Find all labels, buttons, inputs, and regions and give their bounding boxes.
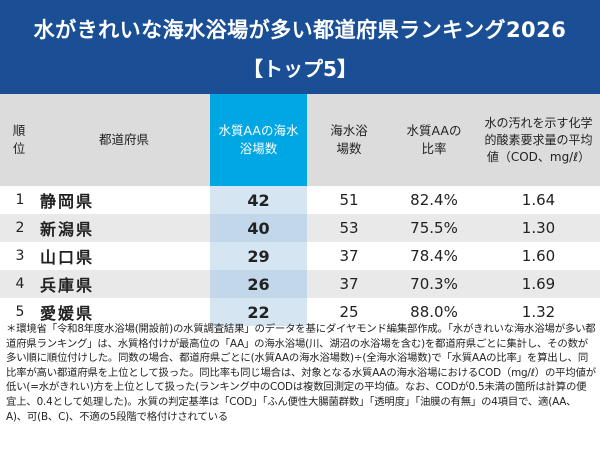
table-header: 順位 都道府県 水質AAの海水浴場数 海水浴場数 水質AAの比率 水の汚れを示す… bbox=[0, 94, 600, 186]
row-aa-count: 26 bbox=[247, 274, 270, 294]
row-rank: 4 bbox=[15, 276, 25, 292]
row-prefecture: 静岡県 bbox=[40, 192, 95, 211]
row-beach-count: 25 bbox=[339, 303, 359, 321]
row-cod: 1.69 bbox=[521, 275, 556, 293]
row-aa-ratio: 78.4% bbox=[410, 247, 458, 265]
row-cod: 1.60 bbox=[521, 247, 556, 265]
row-cod: 1.32 bbox=[521, 303, 556, 321]
row-rank: 5 bbox=[15, 304, 25, 320]
highlight-cell-bg bbox=[210, 214, 307, 242]
row-prefecture: 愛媛県 bbox=[40, 304, 95, 323]
page-header: 水がきれいな海水浴場が多い都道府県ランキング2026 【トップ5】 bbox=[0, 0, 600, 94]
header-aa-count: 水質AAの海水浴場数 bbox=[210, 94, 307, 186]
row-beach-count: 53 bbox=[339, 219, 359, 237]
page-title: 水がきれいな海水浴場が多い都道府県ランキング2026 bbox=[33, 18, 567, 42]
table-body: 1 静岡県 42 51 82.4% 1.64 2 新潟県 40 53 75.5%… bbox=[0, 186, 600, 326]
row-aa-ratio: 82.4% bbox=[410, 191, 458, 209]
page-subtitle: 【トップ5】 bbox=[243, 57, 357, 81]
row-prefecture: 兵庫県 bbox=[40, 276, 95, 295]
ranking-table: 順位 都道府県 水質AAの海水浴場数 海水浴場数 水質AAの比率 水の汚れを示す… bbox=[0, 94, 600, 326]
highlight-cell-bg bbox=[210, 298, 307, 326]
row-rank: 3 bbox=[15, 248, 25, 264]
highlight-cell-bg bbox=[210, 270, 307, 298]
header-beach-count: 海水浴場数 bbox=[330, 123, 368, 156]
table-row: 5 愛媛県 22 25 88.0% 1.32 bbox=[0, 298, 600, 326]
row-aa-ratio: 88.0% bbox=[410, 303, 458, 321]
highlight-cell-bg bbox=[210, 242, 307, 270]
row-aa-ratio: 70.3% bbox=[410, 275, 458, 293]
table-row: 1 静岡県 42 51 82.4% 1.64 bbox=[0, 186, 600, 214]
row-aa-count: 22 bbox=[247, 302, 270, 322]
header-prefecture: 都道府県 bbox=[98, 132, 149, 147]
table-row: 4 兵庫県 26 37 70.3% 1.69 bbox=[0, 270, 600, 298]
row-prefecture: 新潟県 bbox=[40, 220, 95, 239]
table-row: 3 山口県 29 37 78.4% 1.60 bbox=[0, 242, 600, 270]
row-rank: 1 bbox=[15, 192, 25, 208]
row-beach-count: 51 bbox=[339, 191, 359, 209]
row-beach-count: 37 bbox=[339, 247, 359, 265]
header-cod: 水の汚れを示す化学的酸素要求量の平均値（COD、mg/ℓ） bbox=[484, 115, 593, 164]
footnote: ＊環境省「令和8年度水浴場(開設前)の水質調査結果」のデータを基にダイヤモンド編… bbox=[6, 323, 596, 423]
row-cod: 1.64 bbox=[521, 191, 556, 209]
row-cod: 1.30 bbox=[521, 219, 556, 237]
highlight-cell-bg bbox=[210, 186, 307, 214]
row-aa-count: 40 bbox=[247, 218, 270, 238]
table-row: 2 新潟県 40 53 75.5% 1.30 bbox=[0, 214, 600, 242]
header-aa-ratio: 水質AAの比率 bbox=[406, 123, 462, 156]
row-aa-count: 29 bbox=[247, 246, 270, 266]
row-beach-count: 37 bbox=[339, 275, 359, 293]
header-rank: 順位 bbox=[12, 123, 26, 156]
row-aa-ratio: 75.5% bbox=[410, 219, 458, 237]
row-prefecture: 山口県 bbox=[40, 248, 95, 267]
row-aa-count: 42 bbox=[247, 190, 270, 210]
row-rank: 2 bbox=[15, 220, 25, 236]
